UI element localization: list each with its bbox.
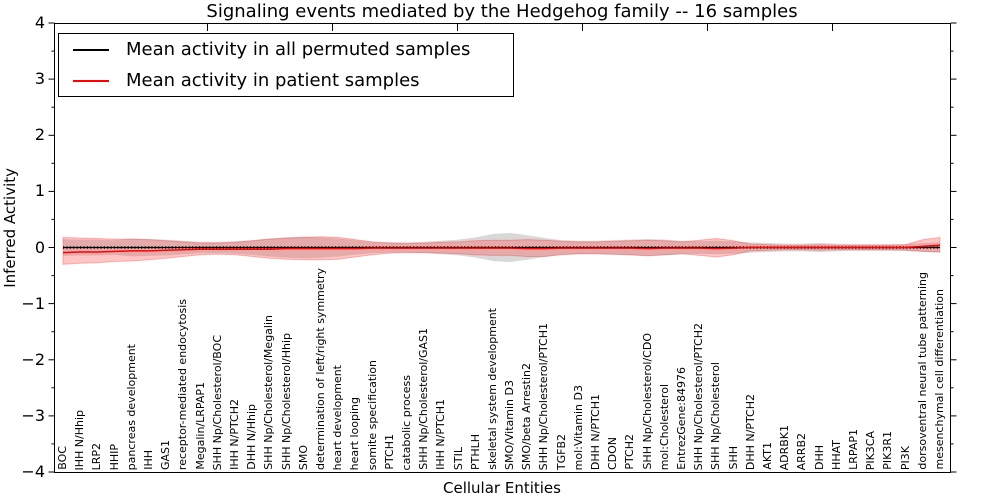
x-tick-label: DHH N/PTCH1	[589, 393, 603, 470]
x-tick-label: catabolic process	[399, 374, 413, 470]
x-tick-label: SHH Np/Cholesterol	[709, 361, 723, 470]
y-tick-label: 4	[34, 13, 45, 32]
x-tick-label: GAS1	[159, 439, 173, 470]
x-tick-label: DHH N/Hhip	[245, 404, 259, 470]
y-tick-label: 2	[34, 125, 45, 145]
y-tick-label: 3	[34, 69, 45, 89]
patient-line-swatch	[73, 79, 109, 82]
x-tick-label: SHH Np/Cholesterol/PTCH2	[692, 322, 706, 470]
permuted-line-swatch	[73, 48, 109, 51]
x-tick-label: dorsoventral neural tube patterning	[915, 272, 929, 470]
x-tick-label: BOC	[56, 446, 69, 470]
x-tick-label: AKT1	[761, 442, 775, 470]
x-tick-label: PTCH2	[623, 434, 637, 470]
x-tick-label: PIK3R1	[881, 431, 895, 470]
x-tick-label: IHH N/Hhip	[73, 409, 87, 471]
x-tick-label: HHAT	[829, 440, 843, 470]
x-tick-label: HHIP	[107, 443, 121, 470]
x-tick-label: heart development	[331, 364, 345, 470]
x-tick-label: PIK3CA	[864, 430, 878, 470]
x-tick-label: SHH Np/Cholesterol/BOC	[210, 334, 224, 470]
x-tick-label: SHH Np/Cholesterol/Hhip	[279, 332, 293, 470]
x-tick-label: SMO	[296, 444, 310, 470]
x-tick-label: receptor-mediated endocytosis	[176, 298, 190, 470]
legend-item-permuted: Mean activity in all permuted samples	[59, 36, 513, 64]
x-tick-label: SHH Np/Cholesterol/PTCH1	[537, 322, 551, 470]
x-tick-label: EntrezGene:84976	[675, 367, 689, 470]
x-tick-label: LRP2	[90, 442, 104, 470]
y-tick-label: −1	[21, 293, 45, 313]
x-tick-label: somite specification	[365, 359, 379, 470]
patient-mean-line	[62, 244, 941, 254]
y-tick-label: 0	[34, 237, 45, 257]
x-tick-label: ARRB2	[795, 432, 809, 470]
x-tick-label: IHH N/PTCH1	[434, 399, 448, 470]
x-tick-label: IHH	[141, 450, 155, 470]
x-tick-label: SHH Np/Cholesterol/Megalin	[262, 315, 276, 470]
x-tick-label: DHH	[812, 444, 826, 470]
x-tick-label: skeletal system development	[485, 308, 499, 470]
x-tick-label: TGFB2	[554, 433, 568, 470]
y-tick-label: −3	[21, 405, 45, 425]
x-tick-label: CDON	[606, 436, 620, 470]
y-tick-label: 1	[34, 181, 45, 201]
x-tick-label: mesenchymal cell differentiation	[933, 289, 946, 470]
legend: Mean activity in all permuted samples Me…	[58, 33, 514, 97]
x-tick-label: LRPAP1	[847, 429, 861, 470]
legend-label-permuted: Mean activity in all permuted samples	[126, 39, 471, 60]
x-tick-label: PI3K	[898, 445, 912, 470]
x-axis-title: Cellular Entities	[443, 479, 561, 497]
y-tick-label: −4	[21, 462, 45, 481]
x-tick-label: heart looping	[348, 396, 362, 470]
x-tick-label: PTCH1	[382, 434, 396, 470]
chart-title: Signaling events mediated by the Hedgeho…	[206, 1, 798, 22]
y-tick-label: −2	[21, 349, 45, 369]
patient-band	[62, 236, 941, 265]
legend-item-patient: Mean activity in patient samples	[59, 67, 513, 95]
x-tick-label: determination of left/right symmetry	[313, 268, 327, 470]
x-tick-label: DHH N/PTCH2	[743, 393, 757, 470]
x-tick-label: Megalin/LRPAP1	[193, 382, 207, 470]
x-tick-label: pancreas development	[124, 343, 138, 470]
x-tick-label: mol:Cholesterol	[657, 383, 671, 470]
x-tick-label: SMO/beta Arrestin2	[520, 362, 534, 470]
x-tick-label: IHH N/PTCH2	[227, 399, 241, 470]
x-tick-label: PTHLH	[468, 433, 482, 470]
x-tick-label: SHH Np/Cholesterol/GAS1	[417, 328, 431, 470]
legend-label-patient: Mean activity in patient samples	[126, 70, 420, 91]
x-tick-label: SHH Np/Cholesterol/CDO	[640, 333, 654, 470]
x-tick-label: STIL	[451, 446, 465, 470]
x-tick-label: mol:Vitamin D3	[571, 384, 585, 470]
x-tick-label: SHH	[726, 446, 740, 470]
x-tick-label: SMO/Vitamin D3	[503, 380, 517, 470]
x-tick-label: ADRBK1	[778, 424, 792, 470]
